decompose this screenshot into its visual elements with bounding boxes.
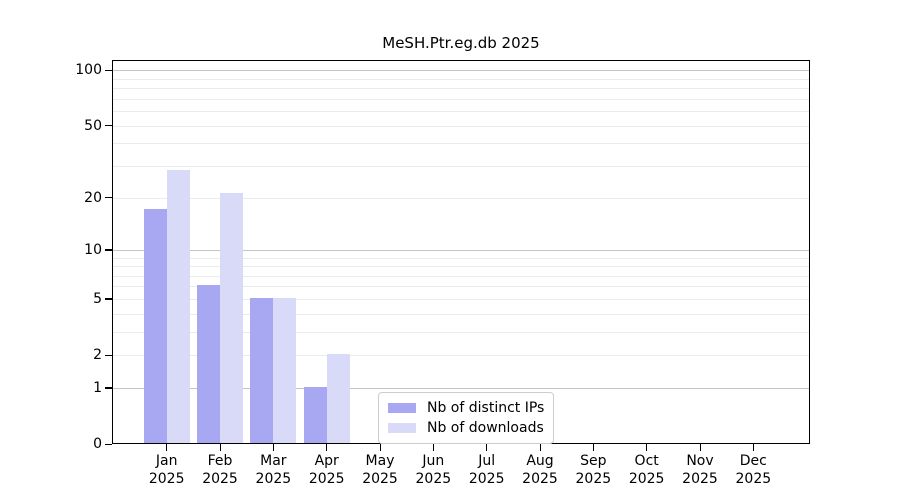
plot-area (112, 60, 810, 444)
bar-ips-apr (303, 386, 327, 443)
legend-swatch-downloads (388, 423, 416, 433)
x-tick-label: Apr 2025 (308, 453, 345, 487)
gridline (113, 275, 809, 277)
x-tick (646, 444, 648, 451)
x-tick-label: Sep 2025 (575, 453, 612, 487)
gridline (113, 331, 809, 333)
x-tick-label: Oct 2025 (628, 453, 665, 487)
x-tick (379, 444, 381, 451)
legend-item: Nb of downloads (388, 418, 544, 438)
x-tick-label: Aug 2025 (522, 453, 558, 487)
y-tick (105, 249, 112, 251)
gridline (113, 70, 809, 72)
x-tick (272, 444, 275, 451)
x-tick-label: Feb 2025 (202, 453, 238, 487)
y-tick-label: 0 (93, 436, 102, 452)
gridline (113, 257, 809, 259)
x-tick-label: Dec 2025 (735, 453, 772, 487)
x-tick-label: Jan 2025 (148, 453, 185, 487)
bar-downloads-apr (326, 354, 350, 443)
x-tick (219, 444, 221, 451)
x-tick (326, 444, 328, 451)
y-tick-label: 2 (93, 347, 102, 364)
y-tick-label: 20 (84, 189, 102, 206)
x-tick-label: May 2025 (362, 453, 398, 487)
x-tick-label: Jun 2025 (415, 453, 452, 487)
gridline (113, 125, 809, 127)
x-tick (699, 444, 701, 451)
y-tick (105, 387, 112, 389)
gridline (113, 88, 809, 90)
y-tick-label: 100 (75, 62, 102, 79)
gridline (113, 266, 809, 268)
gridline (113, 387, 809, 389)
gridline (113, 355, 809, 357)
bar-ips-feb (197, 285, 221, 443)
y-tick (105, 443, 112, 445)
gridline (113, 143, 809, 145)
y-tick-label: 1 (93, 379, 102, 396)
gridline (113, 249, 809, 251)
gridline (113, 98, 809, 100)
y-tick-label: 50 (84, 117, 102, 134)
y-tick (105, 354, 112, 356)
y-tick-label: 5 (93, 290, 102, 307)
x-tick (166, 444, 168, 451)
bar-downloads-feb (220, 192, 244, 443)
y-tick (105, 197, 112, 199)
x-tick (486, 444, 488, 451)
bar-downloads-mar (273, 297, 297, 443)
bar-ips-mar (250, 297, 274, 443)
y-tick (105, 125, 112, 127)
y-tick (105, 298, 112, 300)
legend-label: Nb of downloads (427, 420, 544, 436)
y-tick (105, 69, 112, 72)
x-tick-label: Jul 2025 (468, 453, 505, 487)
gridline (113, 111, 809, 113)
x-tick-label: Mar 2025 (255, 453, 292, 487)
legend: Nb of distinct IPs Nb of downloads (378, 392, 555, 444)
gridline (113, 197, 809, 199)
x-tick (539, 444, 541, 451)
legend-swatch-distinct-ips (388, 403, 416, 413)
gridline (113, 78, 809, 80)
x-tick (432, 444, 435, 451)
y-tick-label: 10 (84, 241, 102, 258)
chart-title: MeSH.Ptr.eg.db 2025 (382, 34, 540, 52)
gridline (113, 166, 809, 167)
x-tick-label: Nov 2025 (682, 453, 718, 487)
legend-item: Nb of distinct IPs (388, 398, 544, 418)
gridline (113, 313, 809, 315)
gridline (113, 286, 809, 288)
bar-ips-jan (143, 209, 167, 443)
legend-label: Nb of distinct IPs (427, 400, 545, 416)
gridline (113, 298, 809, 300)
bar-downloads-jan (166, 170, 190, 443)
x-tick (752, 444, 755, 451)
x-tick (592, 444, 595, 451)
